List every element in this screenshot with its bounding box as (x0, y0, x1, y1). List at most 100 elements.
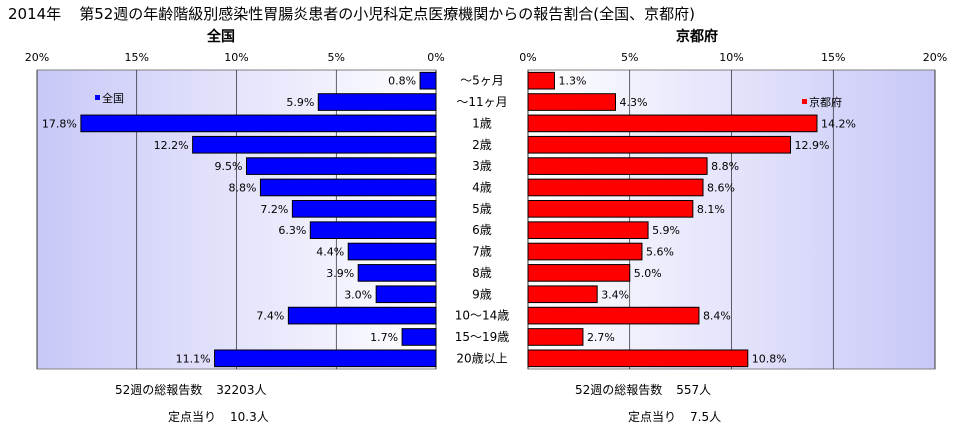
kyoto-bar (527, 199, 694, 218)
national-bar (291, 199, 437, 218)
kyoto-per-sentinel: 定点当り 7.5人 (628, 408, 721, 425)
kyoto-bar (527, 242, 643, 261)
national-bar (347, 242, 437, 261)
kyoto-bar (527, 114, 818, 133)
age-category-label: 9歳 (472, 287, 492, 301)
national-data-label: 3.9% (326, 267, 354, 280)
kyoto-data-label: 10.8% (752, 352, 787, 365)
national-bar (80, 114, 437, 133)
age-category-label: 7歳 (472, 245, 492, 259)
national-total-value: 32203人 (216, 383, 267, 397)
national-tick-label: 5% (328, 51, 345, 64)
kyoto-total-label: 52週の総報告数 (575, 383, 663, 397)
national-total-label: 52週の総報告数 (115, 383, 203, 397)
national-bar (375, 285, 437, 304)
national-panel-title: 全国 (207, 29, 235, 45)
kyoto-panel-title: 京都府 (676, 29, 718, 45)
age-category-label: 15～19歳 (455, 330, 510, 344)
national-bar (401, 328, 437, 346)
age-category-label: 2歳 (472, 138, 492, 152)
kyoto-data-label: 8.4% (703, 310, 731, 323)
kyoto-data-label: 1.3% (558, 75, 586, 88)
age-category-label: 5歳 (472, 202, 492, 216)
national-legend-label: 全国 (102, 91, 124, 105)
kyoto-data-label: 3.4% (601, 288, 629, 301)
age-category-label: 4歳 (472, 180, 492, 194)
kyoto-data-label: 5.6% (646, 246, 674, 259)
kyoto-data-label: 12.9% (795, 139, 830, 152)
national-data-label: 7.4% (256, 310, 284, 323)
national-data-label: 17.8% (42, 117, 77, 130)
kyoto-per-label: 定点当り (628, 410, 677, 424)
age-category-label: 1歳 (472, 116, 492, 130)
kyoto-bar (527, 349, 749, 368)
chart-year: 2014年 (8, 5, 62, 23)
kyoto-tick-label: 5% (621, 51, 638, 64)
kyoto-per-value: 7.5人 (690, 410, 722, 424)
age-category-label: ～11ヶ月 (456, 95, 507, 109)
national-bar (419, 71, 437, 90)
national-data-label: 0.8% (388, 75, 416, 88)
kyoto-data-label: 5.0% (634, 267, 662, 280)
kyoto-bar (527, 178, 704, 197)
national-bar (309, 221, 437, 240)
kyoto-tick-label: 0% (519, 51, 536, 64)
kyoto-bar (527, 71, 555, 90)
kyoto-bar (527, 285, 598, 304)
national-data-label: 8.8% (228, 181, 256, 194)
national-bar (192, 135, 437, 154)
kyoto-data-label: 5.9% (652, 224, 680, 237)
national-bar (357, 264, 437, 282)
kyoto-bar (527, 264, 631, 282)
kyoto-data-label: 4.3% (620, 96, 648, 109)
national-data-label: 1.7% (370, 331, 398, 344)
kyoto-total-value: 557人 (676, 383, 712, 397)
kyoto-legend-swatch (802, 99, 807, 104)
national-data-label: 5.9% (286, 96, 314, 109)
kyoto-tick-label: 20% (923, 51, 947, 64)
kyoto-tick-label: 15% (821, 51, 845, 64)
national-bar (259, 178, 437, 197)
national-tick-label: 10% (224, 51, 248, 64)
national-bar (245, 157, 437, 175)
kyoto-data-label: 8.8% (711, 160, 739, 173)
national-legend-swatch (95, 95, 100, 100)
chart-title: 2014年 第52週の年齢階級別感染性胃腸炎患者の小児科定点医療機関からの報告割合… (8, 3, 713, 24)
national-data-label: 7.2% (260, 203, 288, 216)
national-data-label: 6.3% (278, 224, 306, 237)
kyoto-data-label: 8.1% (697, 203, 725, 216)
age-category-label: 8歳 (472, 266, 492, 280)
age-category-label: 10～14歳 (455, 309, 510, 323)
kyoto-bar (527, 328, 584, 346)
national-bar (214, 349, 437, 368)
age-category-label: 6歳 (472, 223, 492, 237)
national-per-sentinel: 定点当り 10.3人 (168, 408, 269, 425)
kyoto-bar (527, 93, 617, 111)
national-per-value: 10.3人 (230, 410, 269, 424)
national-bar (287, 306, 437, 325)
national-data-label: 11.1% (176, 352, 211, 365)
kyoto-total-reports: 52週の総報告数 557人 (575, 381, 711, 398)
kyoto-data-label: 8.6% (707, 181, 735, 194)
kyoto-bar (527, 221, 649, 240)
kyoto-bar (527, 306, 700, 325)
kyoto-bar (527, 157, 708, 175)
kyoto-legend-label: 京都府 (809, 95, 842, 109)
national-tick-label: 0% (427, 51, 444, 64)
national-tick-label: 15% (125, 51, 149, 64)
kyoto-bar (527, 135, 792, 154)
national-data-label: 9.5% (215, 160, 243, 173)
chart-title-text: 第52週の年齢階級別感染性胃腸炎患者の小児科定点医療機関からの報告割合(全国、京… (79, 5, 695, 23)
age-category-label: 3歳 (472, 159, 492, 173)
age-category-label: 20歳以上 (456, 351, 507, 365)
age-category-label: ～5ヶ月 (460, 74, 504, 88)
national-total-reports: 52週の総報告数 32203人 (115, 381, 266, 398)
national-data-label: 3.0% (344, 288, 372, 301)
national-tick-label: 20% (25, 51, 49, 64)
national-bar (317, 93, 437, 111)
kyoto-data-label: 14.2% (821, 117, 856, 130)
national-data-label: 4.4% (316, 246, 344, 259)
kyoto-data-label: 2.7% (587, 331, 615, 344)
